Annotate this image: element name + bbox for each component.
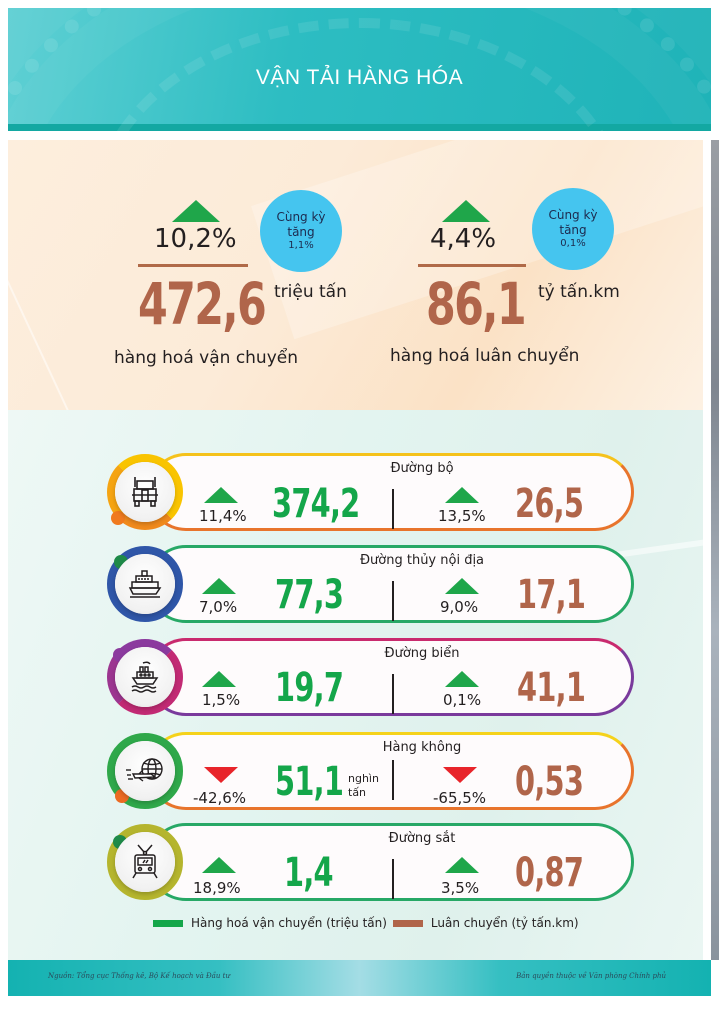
trend-up-icon — [204, 487, 238, 503]
separator — [392, 489, 394, 529]
trend-up-icon — [445, 487, 479, 503]
header-banner: VẬN TẢI HÀNG HÓA — [8, 8, 711, 131]
legend-label-turnover: Luân chuyển (tỷ tấn.km) — [430, 916, 579, 930]
trend-up-icon — [445, 671, 479, 687]
freight-value: 51,1 — [275, 759, 344, 805]
separator — [392, 674, 394, 714]
freight-change-pct: 7,0% — [199, 598, 238, 616]
turnover-description: hàng hoá luân chuyển — [390, 346, 580, 366]
sea-ship-icon — [115, 647, 175, 707]
turnover-summary: 4,4% 86,1 tỷ tấn.km hàng hoá luân chuyển — [390, 170, 630, 400]
trend-down-icon — [204, 767, 238, 783]
mode-title: Hàng không — [382, 740, 462, 755]
turnover-value: 0,53 — [515, 759, 584, 805]
infographic: VẬN TẢI HÀNG HÓA 10,2% 472,6 triệu tấn h… — [8, 8, 719, 996]
legend-swatch-turnover — [392, 919, 423, 927]
freight-value: 1,4 — [284, 850, 334, 896]
freight-summary: 10,2% 472,6 triệu tấn hàng hoá vận chuyể… — [114, 170, 354, 400]
divider — [138, 264, 248, 267]
trend-up-icon — [202, 578, 236, 594]
side-photo-strip — [711, 140, 719, 960]
divider — [418, 264, 526, 267]
airplane-globe-icon — [115, 741, 175, 801]
trend-up-icon — [202, 671, 236, 687]
mode-title: Đường bộ — [390, 461, 454, 476]
freight-change-pct: 10,2% — [154, 224, 237, 254]
freight-value: 374,2 — [272, 481, 360, 527]
summary-section: 10,2% 472,6 triệu tấn hàng hoá vận chuyể… — [8, 140, 703, 410]
turnover-change-pct: 0,1% — [443, 691, 482, 709]
copyright-note: Bản quyền thuộc về Văn phòng Chính phủ — [516, 972, 666, 980]
footer: Nguồn: Tổng cục Thống kê, Bộ Kế hoạch và… — [8, 960, 711, 996]
turnover-change-pct: -65,5% — [433, 789, 487, 807]
freight-value: 19,7 — [275, 665, 344, 711]
trend-up-icon — [202, 857, 236, 873]
turnover-value: 41,1 — [517, 665, 586, 711]
freight-change-pct: 18,9% — [193, 879, 241, 897]
mode-row-inland-waterway: Đường thủy nội địa 7,0% 77,3 9,0% 17,1 — [107, 545, 634, 623]
legend: Hàng hoá vận chuyển (triệu tấn) Luân chu… — [153, 915, 579, 931]
mode-row-road: Đường bộ 11,4% 374,2 13,5% 26,5 — [107, 453, 634, 531]
turnover-change-pct: 9,0% — [440, 598, 479, 616]
legend-swatch-freight — [153, 919, 183, 927]
header-divider — [8, 124, 711, 131]
freight-description: hàng hoá vận chuyển — [114, 348, 299, 368]
turnover-change-pct: 4,4% — [430, 224, 497, 254]
source-note: Nguồn: Tổng cục Thống kê, Bộ Kế hoạch và… — [48, 972, 230, 980]
trend-up-icon — [445, 857, 479, 873]
turnover-change-pct: 13,5% — [438, 507, 486, 525]
legend-label-freight: Hàng hoá vận chuyển (triệu tấn) — [191, 916, 387, 930]
mode-card — [147, 823, 634, 901]
turnover-value: 17,1 — [517, 572, 586, 618]
river-ship-icon — [115, 554, 175, 614]
separator — [392, 859, 394, 899]
train-icon — [115, 832, 175, 892]
turnover-value: 0,87 — [515, 850, 584, 896]
same-period-bubble: Cùng kỳ tăng 1,1% — [260, 190, 342, 272]
trend-up-icon — [442, 200, 490, 222]
same-period-bubble: Cùng kỳ tăng 0,1% — [532, 188, 614, 270]
mode-row-rail: Đường sắt 18,9% 1,4 3,5% 0,87 — [107, 823, 634, 901]
freight-value: 77,3 — [275, 572, 344, 618]
truck-icon — [115, 462, 175, 522]
turnover-change-pct: 3,5% — [441, 879, 480, 897]
mode-title: Đường biển — [384, 646, 460, 661]
freight-unit: triệu tấn — [274, 282, 347, 302]
turnover-value: 26,5 — [515, 481, 584, 527]
freight-value: 472,6 — [138, 270, 267, 338]
freight-change-pct: -42,6% — [193, 789, 247, 807]
trend-up-icon — [172, 200, 220, 222]
freight-change-pct: 11,4% — [199, 507, 247, 525]
page-title: VẬN TẢI HÀNG HÓA — [255, 66, 464, 89]
turnover-value: 86,1 — [426, 270, 527, 338]
separator — [392, 581, 394, 621]
mode-title: Đường sắt — [388, 831, 456, 846]
freight-change-pct: 1,5% — [202, 691, 241, 709]
trend-up-icon — [445, 578, 479, 594]
freight-unit: nghìn tấn — [348, 772, 379, 799]
mode-title: Đường thủy nội địa — [359, 553, 485, 568]
mode-row-air: Hàng không -42,6% 51,1 nghìn tấn -65,5% … — [107, 732, 634, 810]
separator — [392, 760, 394, 800]
mode-row-sea: Đường biển 1,5% 19,7 0,1% 41,1 — [107, 638, 634, 716]
turnover-unit: tỷ tấn.km — [538, 282, 620, 302]
trend-down-icon — [443, 767, 477, 783]
ring-dot — [111, 511, 125, 525]
